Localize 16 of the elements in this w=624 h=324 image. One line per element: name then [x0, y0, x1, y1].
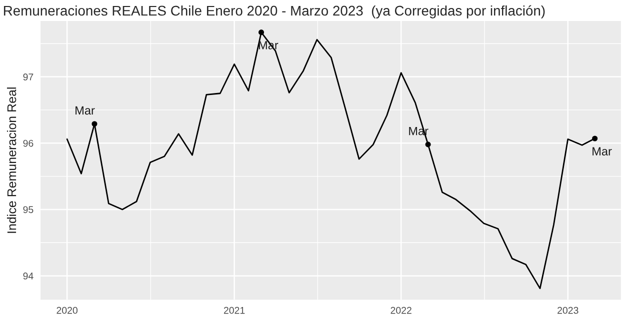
x-tick-label: 2020 — [56, 306, 78, 314]
y-tick-label: 95 — [23, 206, 34, 214]
point — [592, 136, 598, 142]
y-tick-label: 94 — [23, 272, 34, 280]
point — [92, 121, 98, 127]
x-tick-label: 2023 — [558, 306, 578, 314]
x-tick-label: 2021 — [224, 306, 245, 314]
y-axis-title: Indice Remuneracion Real — [6, 88, 16, 233]
y-tick-label: 97 — [23, 74, 34, 80]
x-tick-label: 2022 — [390, 306, 412, 314]
y-tick-label: 96 — [23, 140, 34, 147]
annotation: Mar — [76, 106, 95, 115]
point — [425, 142, 431, 148]
chart-title: Remuneraciones REALES Chile Enero 2020 - Marzo 2023 (ya Corregidas por inflación) — [4, 5, 545, 18]
annotation: Mar — [592, 147, 612, 156]
point — [258, 30, 264, 36]
